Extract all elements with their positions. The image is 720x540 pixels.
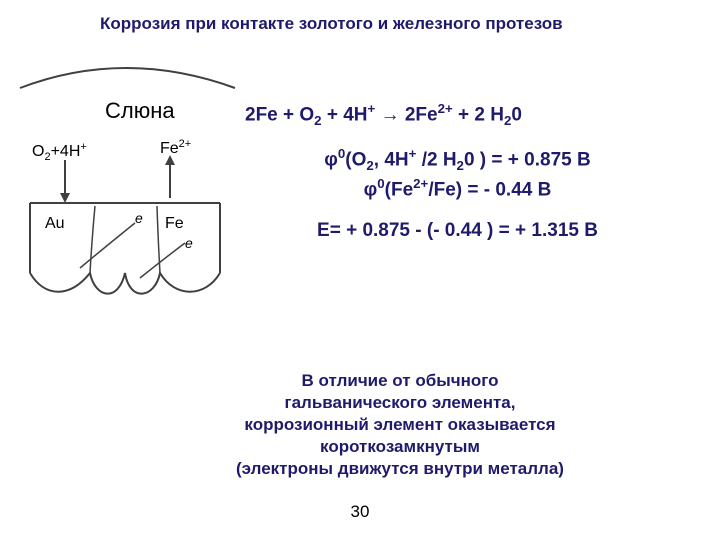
explanation-note: В отличие от обычного гальванического эл… <box>180 370 620 480</box>
svg-text:Fe2+: Fe2+ <box>160 138 191 157</box>
svg-text:e: e <box>185 235 193 251</box>
svg-text:e: e <box>135 210 143 226</box>
slide-title: Коррозия при контакте золотого и железно… <box>100 14 680 34</box>
corrosion-diagram: Слюна O2+4H+ Fe2+ Au Fe e e <box>10 48 240 308</box>
emf-equation: E= + 0.875 - (- 0.44 ) = + 1.315 В <box>215 219 700 244</box>
reaction-equation: 2Fe + O2 + 4H+ → 2Fe2+ + 2 H20 <box>245 100 700 129</box>
au-label: Au <box>45 215 65 232</box>
fe2plus-label: Fe <box>160 140 179 157</box>
saliva-label: Слюна <box>105 98 175 123</box>
svg-text:O2+4H+: O2+4H+ <box>32 141 87 163</box>
potentials-block: φ0(O2, 4H+ /2 H20 ) = + 0.875 В φ0(Fe2+/… <box>215 145 700 202</box>
o2-label-o: O <box>32 143 44 160</box>
page-number: 30 <box>0 502 720 522</box>
equations-block: 2Fe + O2 + 4H+ → 2Fe2+ + 2 H20 φ0(O2, 4H… <box>245 100 700 260</box>
fe-label: Fe <box>165 215 184 232</box>
